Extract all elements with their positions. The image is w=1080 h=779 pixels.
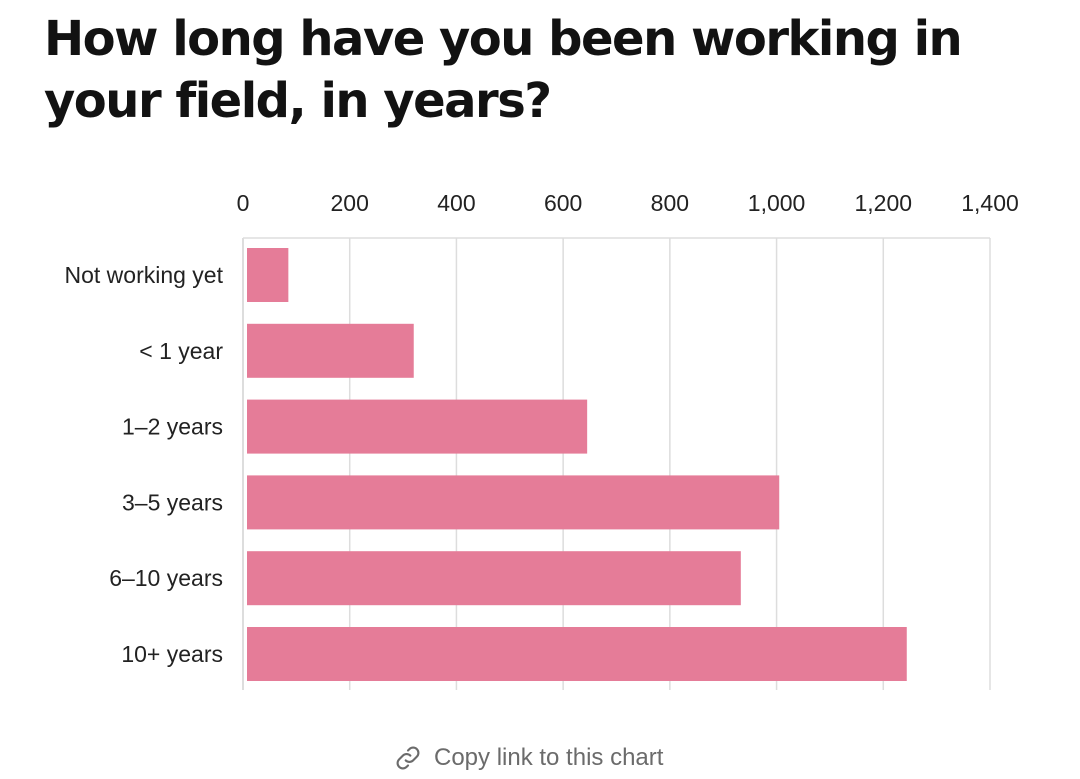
x-tick-label: 0 xyxy=(237,190,250,216)
x-tick-label: 1,400 xyxy=(961,190,1019,216)
bar xyxy=(247,248,289,302)
x-tick-label: 800 xyxy=(651,190,689,216)
copy-link-button[interactable]: Copy link to this chart xyxy=(394,740,663,776)
bar xyxy=(247,551,741,606)
bar xyxy=(247,475,780,530)
bar xyxy=(247,627,907,681)
copy-link-label: Copy link to this chart xyxy=(434,744,664,771)
category-label: 3–5 years xyxy=(122,489,223,515)
x-tick-label: 1,200 xyxy=(855,190,913,216)
link-icon xyxy=(396,746,420,770)
chart-title: How long have you been working in your f… xyxy=(44,11,963,129)
bar xyxy=(247,323,414,378)
category-label: 10+ years xyxy=(121,641,223,667)
category-label: Not working yet xyxy=(64,262,223,288)
category-label: 1–2 years xyxy=(122,414,223,440)
bar xyxy=(247,399,588,454)
x-tick-label: 400 xyxy=(437,190,475,216)
x-tick-label: 600 xyxy=(544,190,582,216)
x-tick-label: 1,000 xyxy=(748,190,806,216)
category-label: < 1 year xyxy=(139,338,223,364)
x-tick-label: 200 xyxy=(331,190,369,216)
category-label: 6–10 years xyxy=(109,565,223,591)
